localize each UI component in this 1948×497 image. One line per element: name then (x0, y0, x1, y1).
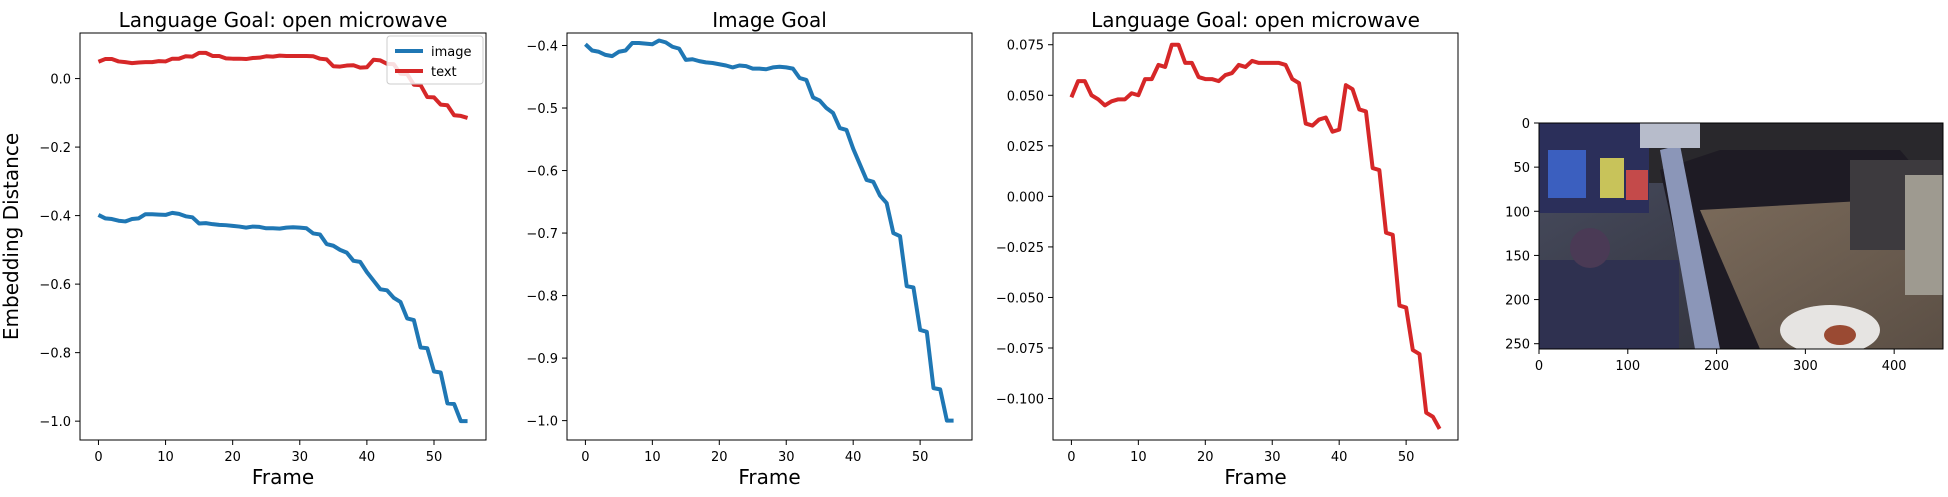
chart-title: Language Goal: open microwave (1091, 8, 1420, 32)
y-tick-label: −0.9 (526, 352, 558, 367)
y-tick-label: −0.8 (39, 347, 71, 362)
x-tick-label: 30 (778, 450, 795, 465)
y-tick-label: −0.5 (526, 102, 558, 117)
x-tick-label: 0 (94, 450, 102, 465)
x-tick-label: 10 (644, 450, 661, 465)
axes-frame (79, 32, 487, 441)
legend-label-image: image (431, 45, 472, 60)
y-tick-label: 0.025 (1007, 140, 1044, 155)
kitchen-photo (1539, 123, 1943, 349)
x-tick-label: 200 (1704, 359, 1729, 374)
y-tick-label: −1.0 (39, 415, 71, 430)
x-tick-label: 40 (845, 450, 862, 465)
chart-title: Language Goal: open microwave (119, 8, 448, 32)
y-tick-label: −0.050 (996, 291, 1044, 306)
x-tick-label: 10 (157, 450, 174, 465)
y-tick-label: 50 (1513, 161, 1530, 176)
y-tick-label: −0.100 (996, 393, 1044, 408)
y-tick-label: −0.8 (526, 290, 558, 305)
y-tick-label: 150 (1505, 249, 1530, 264)
y-tick-label: 200 (1505, 294, 1530, 309)
y-tick-label: −0.2 (39, 141, 71, 156)
y-tick-label: −0.7 (526, 227, 558, 242)
x-tick-label: 20 (1197, 450, 1214, 465)
x-tick-label: 0 (1067, 450, 1075, 465)
y-tick-label: −0.075 (996, 342, 1044, 357)
axes-frame (1052, 32, 1459, 441)
goal-image-panel: 0 100 200 300 400 0 50 100 150 200 250 (1505, 117, 1944, 374)
x-tick-label: 100 (1615, 359, 1640, 374)
x-tick-label: 20 (224, 450, 241, 465)
x-axis-label: Frame (252, 465, 314, 489)
x-tick-label: 20 (711, 450, 728, 465)
chart-title: Image Goal (712, 8, 827, 32)
x-tick-label: 40 (359, 450, 376, 465)
y-axis-label: Embedding Distance (0, 133, 23, 340)
x-tick-label: 10 (1130, 450, 1147, 465)
x-tick-label: 0 (581, 450, 589, 465)
x-tick-label: 30 (292, 450, 309, 465)
series-line-image (97, 210, 468, 424)
legend-label-text: text (431, 65, 457, 80)
x-tick-label: 30 (1264, 450, 1281, 465)
y-tick-label: 0.000 (1007, 190, 1044, 205)
x-axis-label: Frame (1224, 465, 1286, 489)
y-tick-label: −0.025 (996, 241, 1044, 256)
x-axis-label: Frame (738, 465, 800, 489)
chart-language-goal-text: 0 10 20 30 40 50 0.075 0.050 0.025 0.000 −0.025 −0.… (996, 8, 1459, 489)
y-tick-label: 0.075 (1007, 39, 1044, 54)
y-tick-label: 0.050 (1007, 89, 1044, 104)
x-tick-label: 50 (426, 450, 443, 465)
chart-language-goal-both: 0 10 20 30 40 50 0.0 −0.2 −0.4 −0.6 −0.8 −1.0 Langua… (0, 8, 487, 489)
y-tick-label: −0.4 (526, 40, 558, 55)
chart-image-goal: 0 10 20 30 40 50 −0.4 −0.5 −0.6 −0.7 −0.8 −0.9 −1.0 I… (526, 8, 973, 489)
y-tick-label: 0.0 (50, 73, 71, 88)
y-tick-label: 250 (1505, 338, 1530, 353)
x-tick-label: 50 (1398, 450, 1415, 465)
x-tick-label: 400 (1882, 359, 1907, 374)
y-tick-label: 0 (1522, 117, 1530, 132)
image-axes-frame (1538, 122, 1944, 350)
y-tick-label: −0.6 (526, 165, 558, 180)
x-tick-label: 300 (1793, 359, 1818, 374)
y-tick-label: −1.0 (526, 415, 558, 430)
y-tick-label: 100 (1505, 205, 1530, 220)
y-tick-label: −0.4 (39, 210, 71, 225)
x-tick-label: 40 (1331, 450, 1348, 465)
axes-frame (566, 32, 973, 441)
y-tick-label: −0.6 (39, 278, 71, 293)
x-tick-label: 50 (912, 450, 929, 465)
series-line-s0 (1069, 42, 1442, 430)
x-tick-label: 0 (1535, 359, 1543, 374)
series-line-s0 (584, 38, 954, 423)
legend: image text (386, 35, 484, 85)
